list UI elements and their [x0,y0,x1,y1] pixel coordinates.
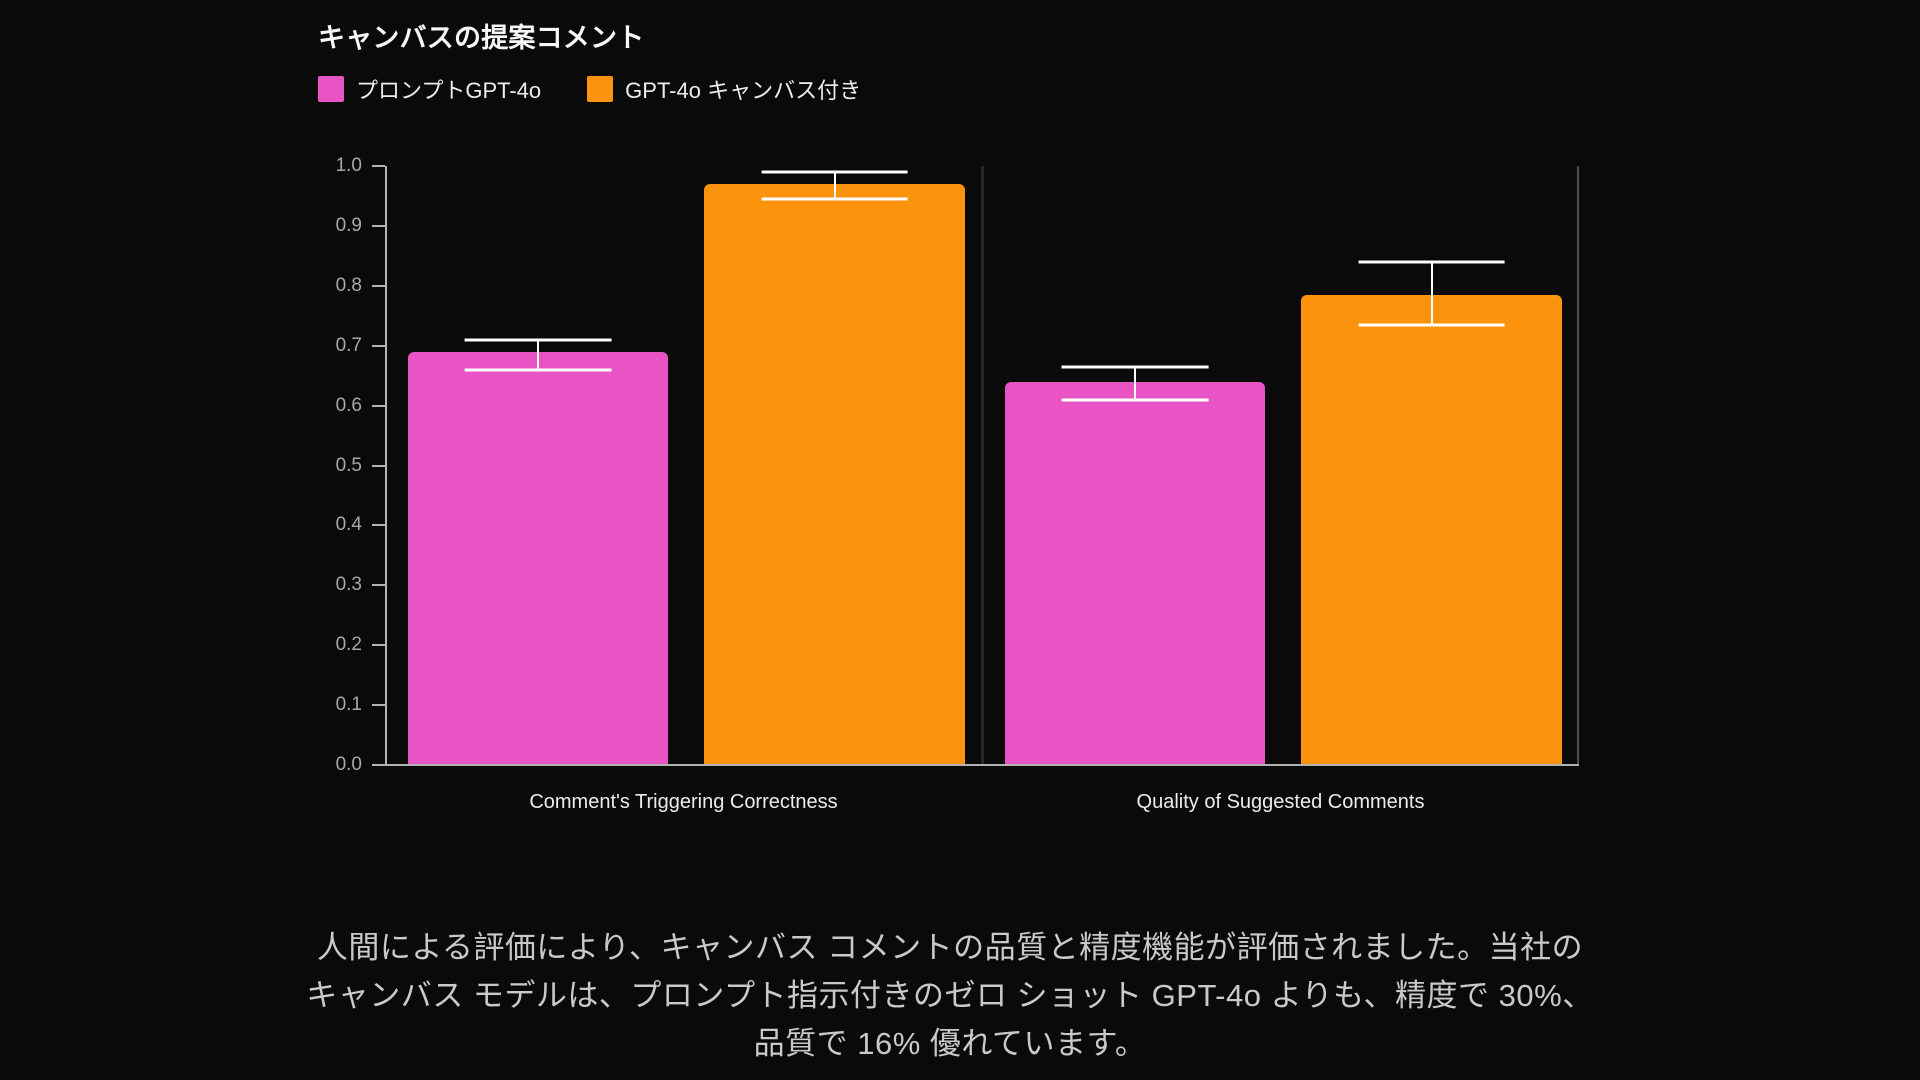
y-tick-mark [372,644,385,647]
x-axis-baseline [372,764,1579,766]
error-bar-stem [536,339,539,370]
y-tick-mark [372,404,385,407]
error-bar-stem [1133,366,1136,400]
error-bar-cap-bottom [464,368,612,372]
chart-title: キャンバスの提案コメント [318,23,645,53]
y-tick-label: 0.1 [335,694,362,716]
y-tick-mark [372,344,385,347]
legend-label-prompted-gpt4o: プロンプトGPT-4o [356,78,542,103]
plot-right-edge-line [1577,166,1579,765]
y-tick-label: 0.3 [335,574,362,596]
y-tick-mark [372,165,385,167]
y-tick-label: 0.5 [335,454,362,476]
error-bar-cap-top [464,338,612,342]
plot-area: 0.0 0.1 0.2 0.3 0.4 0.5 0.6 0.7 0.8 0.9 1.0 Commen… [336,155,1579,813]
y-tick-mark [372,224,385,227]
error-bar-cap-bottom [761,197,908,201]
y-tick-mark [372,464,385,467]
y-tick-label: 0.6 [335,394,362,416]
bar-series2-cat1 [704,183,965,765]
error-bar-cap-bottom [1358,323,1505,327]
y-tick-label: 0.9 [335,214,362,236]
legend-swatch-orange-icon [587,76,614,102]
figure-caption: 人間による評価により、キャンバス コメントの品質と精度機能が評価されました。当社… [270,924,1630,1068]
y-tick-label: 0.8 [335,274,362,296]
legend-label-gpt4o-with-canvas: GPT-4o キャンバス付き [625,78,862,103]
y-tick-mark [372,284,385,287]
error-bar-cap-bottom [1061,398,1209,402]
y-tick-mark [372,584,385,587]
caption-line: 品質で 16% 優れています。 [753,1026,1147,1061]
x-axis-label-quality-of-suggested-comments: Quality of Suggested Comments [1136,791,1425,813]
y-tick-label: 0.7 [335,334,362,356]
error-bar-cap-top [1358,260,1505,264]
y-tick-label: 0.2 [335,634,362,656]
bar-series1-cat1 [407,351,668,765]
error-bar-cap-top [1061,365,1209,369]
error-bar-cap-top [761,170,908,174]
bar-series1-cat2 [1004,381,1265,765]
y-tick-mark [372,704,385,707]
bar-group-1 [385,166,982,765]
x-axis-label-comment-triggering-correctness: Comment's Triggering Correctness [529,791,838,813]
y-axis-line [385,166,387,765]
error-bar-stem [833,171,836,199]
y-tick-label: 0.0 [335,754,362,775]
caption-line: キャンバス モデルは、プロンプト指示付きのゼロ ショット GPT-4o よりも、… [306,978,1594,1013]
caption-line: 人間による評価により、キャンバス コメントの品質と精度機能が評価されました。当社… [316,930,1584,965]
y-tick-label: 0.4 [335,514,362,536]
bar-series2-cat2 [1301,294,1562,765]
bar-group-2 [982,166,1579,765]
y-tick-mark [372,524,385,527]
legend-swatch-pink-icon [318,76,344,102]
legend-item-prompted-gpt4o: プロンプトGPT-4o [318,73,541,105]
error-bar-stem [1430,261,1433,325]
legend: プロンプトGPT-4o GPT-4o キャンバス付き [318,73,861,105]
y-tick-label: 1.0 [335,155,362,176]
legend-item-gpt4o-with-canvas: GPT-4o キャンバス付き [587,73,861,105]
category-divider-line [981,166,984,765]
